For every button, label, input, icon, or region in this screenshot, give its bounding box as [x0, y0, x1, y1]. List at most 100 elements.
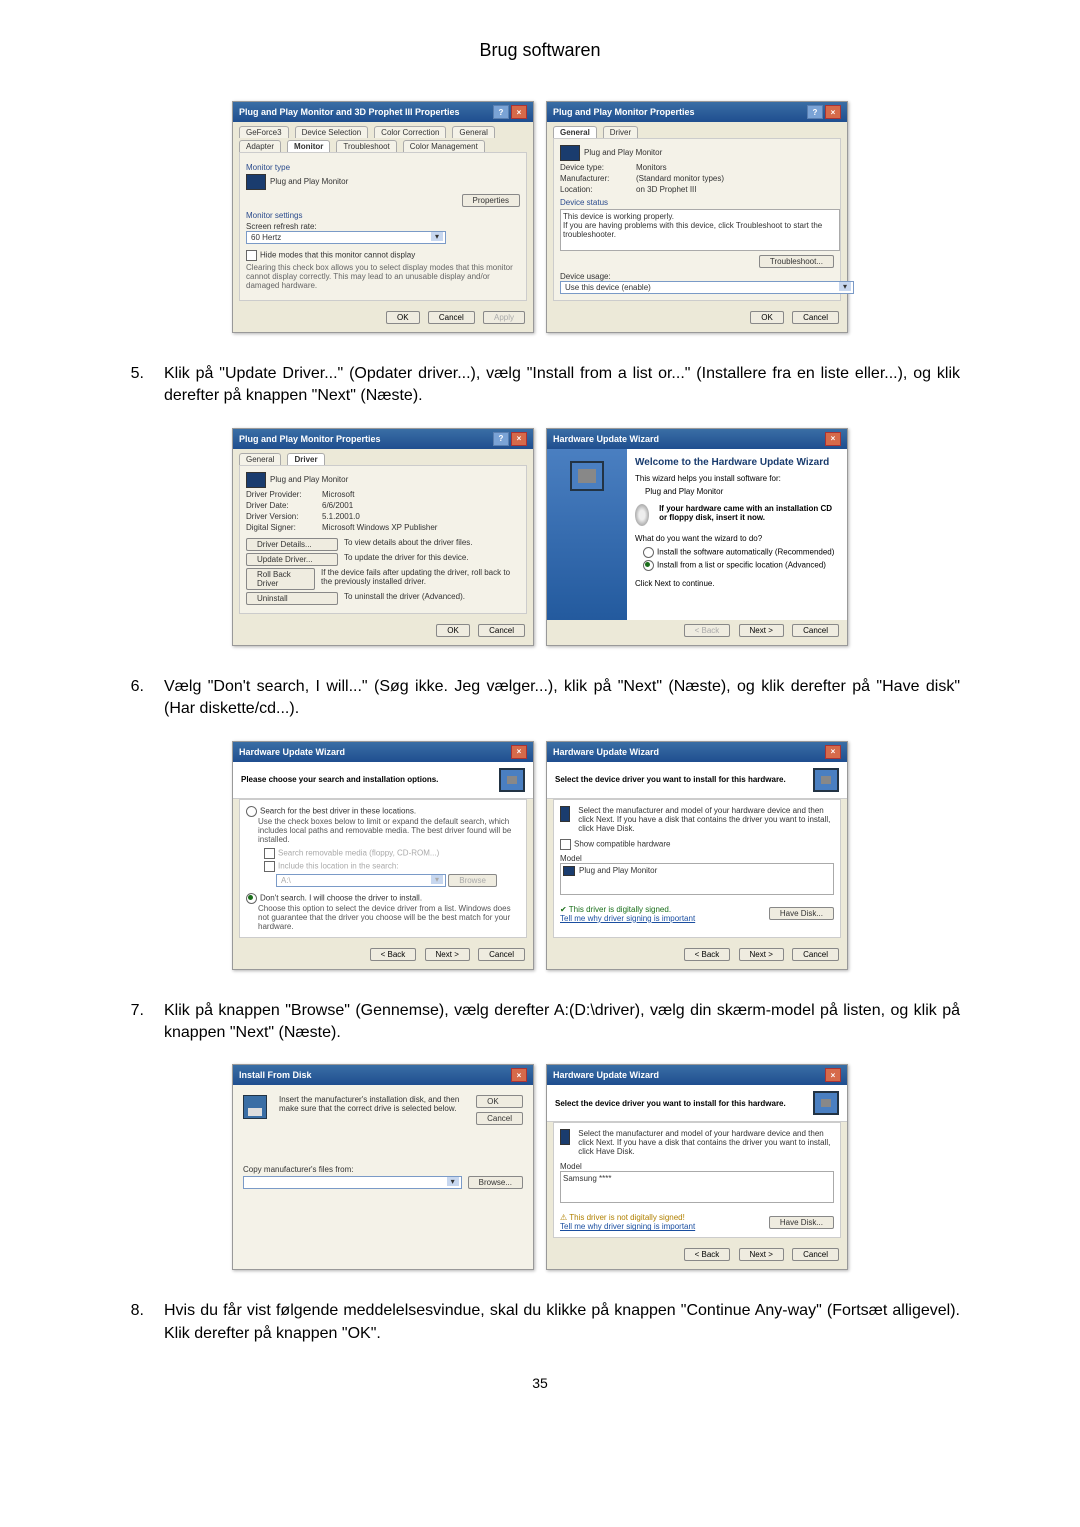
cancel-button[interactable]: Cancel [792, 1248, 839, 1261]
close-icon[interactable]: × [511, 745, 527, 759]
tab-driver[interactable]: Driver [603, 126, 638, 138]
browse-button[interactable]: Browse... [468, 1176, 523, 1189]
radio-list[interactable] [643, 560, 654, 571]
install-msg: Insert the manufacturer's installation d… [279, 1095, 470, 1113]
tab-general[interactable]: General [553, 126, 597, 138]
tab-driver[interactable]: Driver [287, 453, 324, 465]
close-icon[interactable]: × [825, 105, 841, 119]
device-usage-select[interactable]: Use this device (enable) [560, 281, 854, 294]
next-button[interactable]: Next > [739, 948, 784, 961]
next-button[interactable]: Next > [739, 1248, 784, 1261]
pnp-monitor-properties-general-dialog: Plug and Play Monitor Properties ?× Gene… [546, 101, 848, 333]
help-icon[interactable]: ? [807, 105, 823, 119]
model-list[interactable]: Plug and Play Monitor [560, 863, 834, 895]
next-button[interactable]: Next > [739, 624, 784, 637]
chip-icon [570, 461, 604, 491]
wizard-line: This wizard helps you install software f… [635, 474, 839, 483]
dialog-title: Hardware Update Wizard [553, 434, 659, 444]
install-from-disk-dialog: Install From Disk × Insert the manufactu… [232, 1064, 534, 1270]
rollback-driver-button[interactable]: Roll Back Driver [246, 568, 315, 590]
dialog-title: Plug and Play Monitor Properties [553, 107, 695, 117]
close-icon[interactable]: × [511, 1068, 527, 1082]
cd-icon [635, 504, 649, 526]
wizard-device: Plug and Play Monitor [645, 487, 839, 496]
tab-general[interactable]: General [452, 126, 494, 138]
tab-monitor[interactable]: Monitor [287, 140, 330, 152]
have-disk-button[interactable]: Have Disk... [769, 1216, 834, 1229]
next-button[interactable]: Next > [425, 948, 470, 961]
tab-general[interactable]: General [239, 453, 281, 465]
monitor-name: Plug and Play Monitor [270, 177, 348, 186]
model-label: Model [560, 854, 834, 863]
signing-link[interactable]: Tell me why driver signing is important [560, 1222, 695, 1231]
model-list[interactable]: Samsung **** [560, 1171, 834, 1203]
cancel-button[interactable]: Cancel [792, 311, 839, 324]
compat-label: Show compatible hardware [574, 839, 671, 848]
radio-auto[interactable] [643, 547, 654, 558]
monitor-icon [560, 145, 580, 161]
compat-checkbox[interactable] [560, 839, 571, 850]
back-button[interactable]: < Back [684, 1248, 731, 1261]
hardware-update-wizard-search-options: Hardware Update Wizard × Please choose y… [232, 741, 534, 970]
close-icon[interactable]: × [511, 432, 527, 446]
back-button[interactable]: < Back [684, 948, 731, 961]
signing-link[interactable]: Tell me why driver signing is important [560, 914, 695, 923]
tab-color-correction[interactable]: Color Correction [374, 126, 446, 138]
update-driver-button[interactable]: Update Driver... [246, 553, 338, 566]
device-usage-label: Device usage: [560, 272, 834, 281]
cancel-button[interactable]: Cancel [792, 948, 839, 961]
radio-search-desc: Use the check boxes below to limit or ex… [258, 817, 520, 844]
troubleshoot-button[interactable]: Troubleshoot... [759, 255, 834, 268]
ok-button[interactable]: OK [476, 1095, 523, 1108]
page-number: 35 [120, 1375, 960, 1391]
monitor-name: Plug and Play Monitor [584, 148, 662, 157]
wizard-hint: If your hardware came with an installati… [659, 504, 839, 526]
rollback-driver-desc: If the device fails after updating the d… [321, 568, 520, 590]
ok-button[interactable]: OK [436, 624, 470, 637]
dialog-title: Plug and Play Monitor and 3D Prophet III… [239, 107, 460, 117]
help-icon[interactable]: ? [493, 432, 509, 446]
dialog-title: Hardware Update Wizard [553, 1070, 659, 1080]
apply-button: Apply [483, 311, 525, 324]
cancel-button[interactable]: Cancel [478, 624, 525, 637]
ok-button[interactable]: OK [750, 311, 784, 324]
close-icon[interactable]: × [511, 105, 527, 119]
location-label: Location: [560, 185, 630, 194]
properties-button[interactable]: Properties [462, 194, 520, 207]
signer-value: Microsoft Windows XP Publisher [322, 523, 437, 532]
device-status-label: Device status [560, 198, 834, 207]
have-disk-button[interactable]: Have Disk... [769, 907, 834, 920]
cancel-button[interactable]: Cancel [476, 1112, 523, 1125]
wizard-heading: Please choose your search and installati… [241, 775, 438, 784]
tab-troubleshoot[interactable]: Troubleshoot [336, 140, 396, 152]
chk-location [264, 861, 275, 872]
cancel-button[interactable]: Cancel [428, 311, 475, 324]
radio-dont-search[interactable] [246, 893, 257, 904]
hide-modes-checkbox[interactable] [246, 250, 257, 261]
radio-search-label: Search for the best driver in these loca… [260, 806, 416, 815]
tab-color-management[interactable]: Color Management [403, 140, 485, 152]
close-icon[interactable]: × [825, 1068, 841, 1082]
cancel-button[interactable]: Cancel [792, 624, 839, 637]
radio-search[interactable] [246, 806, 257, 817]
close-icon[interactable]: × [825, 745, 841, 759]
refresh-rate-select[interactable]: 60 Hertz [246, 231, 446, 244]
monitor-3dprophet-properties-dialog: Plug and Play Monitor and 3D Prophet III… [232, 101, 534, 333]
ok-button[interactable]: OK [386, 311, 420, 324]
refresh-rate-label: Screen refresh rate: [246, 222, 520, 231]
wizard-desc: Select the manufacturer and model of you… [578, 806, 834, 833]
tab-adapter[interactable]: Adapter [239, 140, 281, 152]
help-icon[interactable]: ? [493, 105, 509, 119]
path-input[interactable] [243, 1176, 462, 1189]
wizard-desc: Select the manufacturer and model of you… [578, 1129, 834, 1156]
driver-details-button[interactable]: Driver Details... [246, 538, 338, 551]
dialog-title: Plug and Play Monitor Properties [239, 434, 381, 444]
uninstall-button[interactable]: Uninstall [246, 592, 338, 605]
tab-geforce3[interactable]: GeForce3 [239, 126, 289, 138]
tab-device-selection[interactable]: Device Selection [295, 126, 369, 138]
close-icon[interactable]: × [825, 432, 841, 446]
back-button[interactable]: < Back [370, 948, 417, 961]
step-number: 8. [120, 1300, 144, 1345]
radio-dont-search-desc: Choose this option to select the device … [258, 904, 520, 931]
cancel-button[interactable]: Cancel [478, 948, 525, 961]
